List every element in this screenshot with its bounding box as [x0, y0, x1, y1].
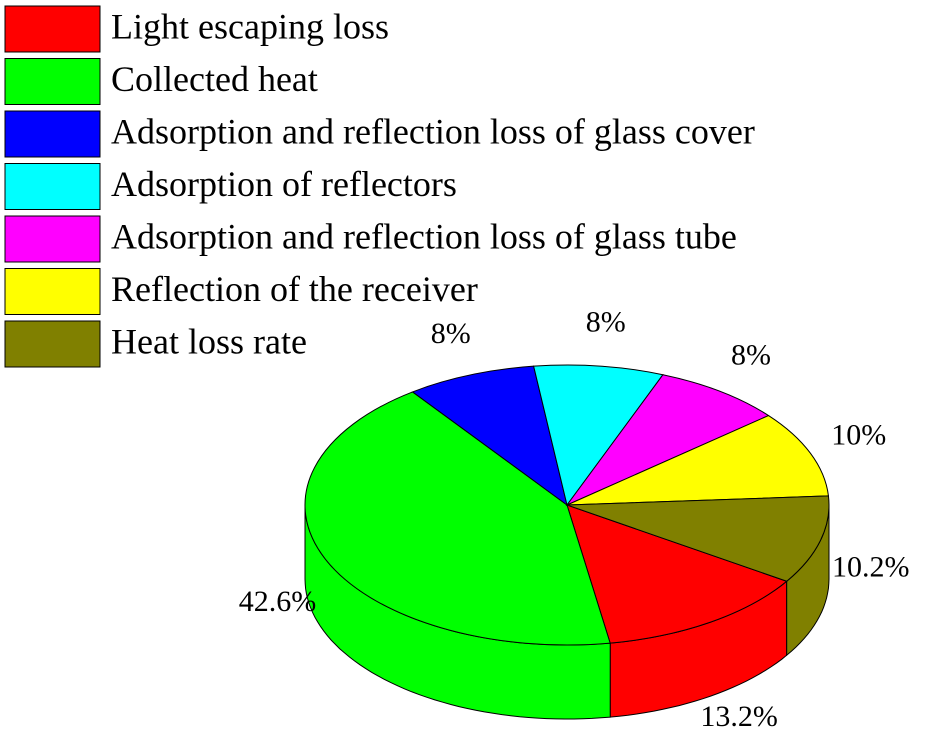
pie-slice — [304, 391, 611, 646]
pie-slice — [566, 504, 788, 644]
legend-swatch — [4, 163, 101, 210]
legend-swatch — [4, 5, 101, 53]
legend-swatch — [4, 58, 101, 105]
legend-label: Collected heat — [111, 59, 318, 99]
pie-tops — [304, 364, 830, 646]
pie-slice — [532, 364, 664, 507]
legend-label: Light escaping loss — [111, 6, 389, 46]
pie-slice — [565, 374, 770, 507]
legend-label: Adsorption and reflection loss of glass … — [111, 216, 737, 256]
data-label: 10.2% — [832, 551, 910, 584]
data-label: 10% — [831, 419, 886, 452]
legend-swatch — [4, 268, 101, 315]
data-label: 8% — [731, 338, 771, 371]
legend-label: Heat loss rate — [111, 321, 307, 361]
data-label: 42.6% — [239, 585, 317, 618]
pie-slice — [566, 414, 830, 506]
legend-label: Adsorption of reflectors — [111, 164, 457, 204]
legend-label: Reflection of the receiver — [111, 269, 478, 309]
pie-sides — [304, 504, 830, 720]
data-label: 8% — [586, 305, 626, 338]
legend-swatch — [4, 110, 101, 158]
pie-slice — [411, 365, 568, 507]
data-label: 8% — [431, 317, 471, 350]
pie-slice — [566, 495, 830, 582]
data-label: 13.2% — [700, 700, 778, 733]
legend-swatch — [4, 215, 101, 263]
legend-swatch — [4, 320, 101, 368]
legend-label: Adsorption and reflection loss of glass … — [111, 111, 755, 151]
